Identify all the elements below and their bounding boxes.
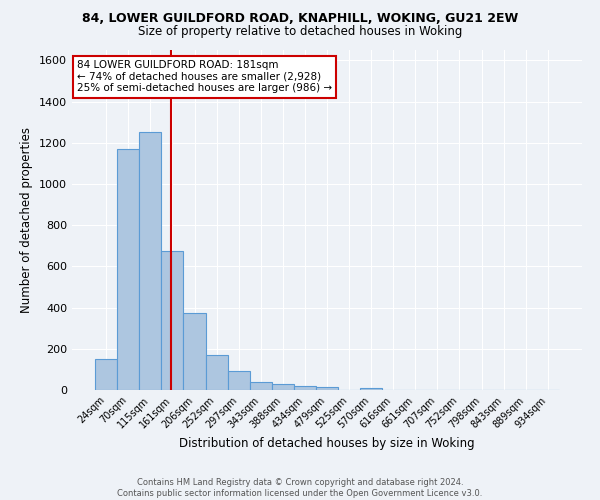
Text: Contains HM Land Registry data © Crown copyright and database right 2024.
Contai: Contains HM Land Registry data © Crown c…	[118, 478, 482, 498]
Bar	[250, 382, 272, 390]
Y-axis label: Number of detached properties: Number of detached properties	[20, 127, 34, 313]
Text: Size of property relative to detached houses in Woking: Size of property relative to detached ho…	[138, 25, 462, 38]
Bar	[360, 388, 382, 390]
Bar	[316, 387, 338, 390]
Bar	[272, 384, 294, 390]
Bar	[184, 312, 206, 390]
Bar	[95, 358, 117, 390]
X-axis label: Distribution of detached houses by size in Woking: Distribution of detached houses by size …	[179, 437, 475, 450]
Text: 84, LOWER GUILDFORD ROAD, KNAPHILL, WOKING, GU21 2EW: 84, LOWER GUILDFORD ROAD, KNAPHILL, WOKI…	[82, 12, 518, 26]
Bar	[161, 251, 184, 390]
Bar	[206, 355, 227, 390]
Bar	[139, 132, 161, 390]
Bar	[227, 372, 250, 390]
Bar	[117, 149, 139, 390]
Text: 84 LOWER GUILDFORD ROAD: 181sqm
← 74% of detached houses are smaller (2,928)
25%: 84 LOWER GUILDFORD ROAD: 181sqm ← 74% of…	[77, 60, 332, 94]
Bar	[294, 386, 316, 390]
